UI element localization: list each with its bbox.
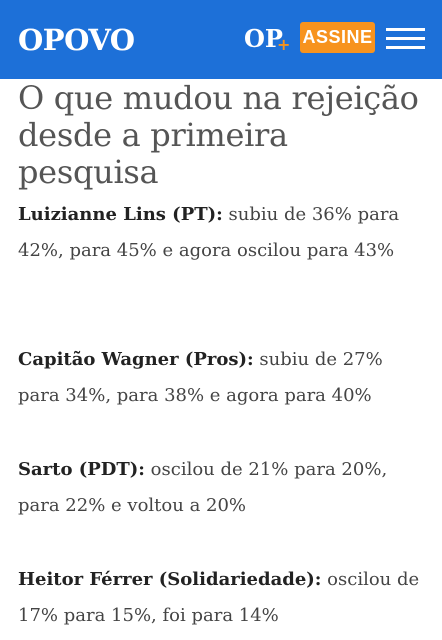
candidate-name: Capitão Wagner (Pros): xyxy=(18,349,254,370)
list-item: Capitão Wagner (Pros): subiu de 27% para… xyxy=(18,342,430,414)
site-header: OPOVO OP + ASSINE xyxy=(0,0,442,79)
list-item: Luizianne Lins (PT): subiu de 36% para 4… xyxy=(18,197,430,269)
opovo-logo[interactable]: OPOVO xyxy=(18,23,135,57)
list-item: Heitor Férrer (Solidariedade): oscilou d… xyxy=(18,562,430,634)
candidate-text: subiu de 27% para 34%, para 38% e agora … xyxy=(18,349,383,406)
op-plus-icon: + xyxy=(277,35,291,54)
candidate-name: Heitor Férrer (Solidariedade): xyxy=(18,569,322,590)
article-heading: O que mudou na rejeição desde a primeira… xyxy=(18,79,419,191)
hamburger-menu-icon[interactable] xyxy=(386,28,425,50)
candidate-text: oscilou de 21% para 20%, para 22% e volt… xyxy=(18,459,388,516)
candidate-text: subiu de 36% para 42%, para 45% e agora … xyxy=(18,204,400,261)
candidate-name: Luizianne Lins (PT): xyxy=(18,204,223,225)
candidate-text: oscilou de 17% para 15%, foi para 14% xyxy=(18,569,420,626)
subscribe-button[interactable]: ASSINE xyxy=(300,22,375,53)
list-item: Sarto (PDT): oscilou de 21% para 20%, pa… xyxy=(18,452,430,524)
op-plus-logo[interactable]: OP xyxy=(244,24,283,53)
candidate-name: Sarto (PDT): xyxy=(18,459,145,480)
